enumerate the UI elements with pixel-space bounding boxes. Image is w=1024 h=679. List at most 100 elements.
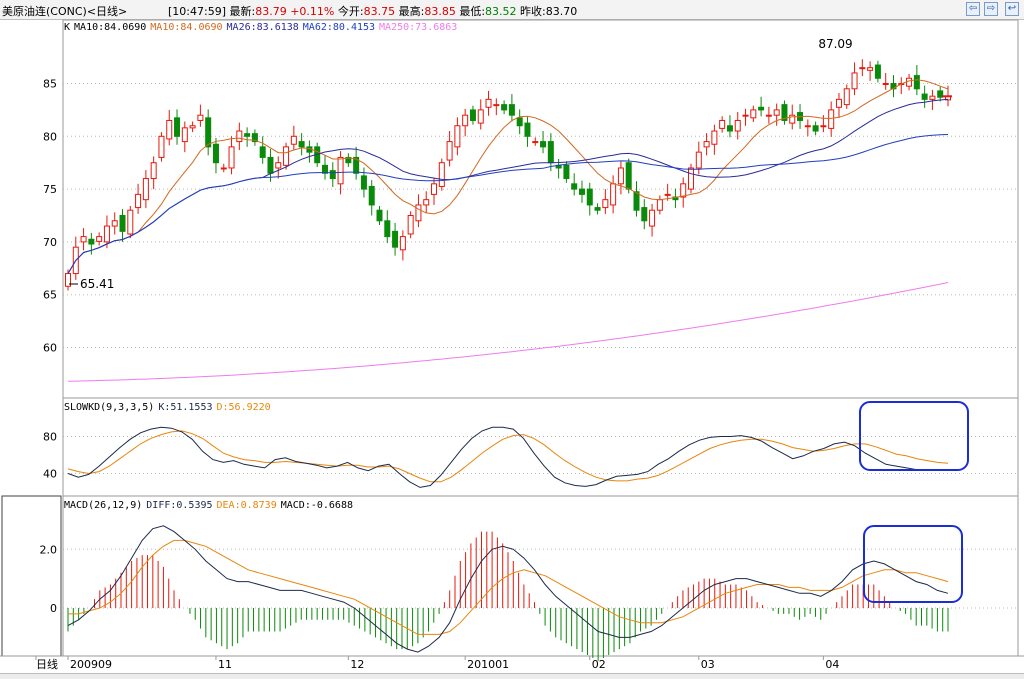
price-candle-body bbox=[843, 88, 850, 106]
price-candle-body bbox=[103, 225, 110, 243]
kline-legend-item: MA62:80.4153 bbox=[302, 22, 376, 33]
price-candle-body bbox=[212, 143, 219, 164]
price-candle-body bbox=[516, 117, 523, 127]
price-candle-body bbox=[532, 141, 539, 144]
price-candle-body bbox=[142, 178, 149, 201]
price-candle-body bbox=[181, 127, 188, 143]
price-candle-body bbox=[96, 236, 103, 242]
price-candle-body bbox=[882, 83, 889, 86]
return-icon[interactable]: ↩ bbox=[1005, 2, 1019, 16]
low-price: 83.52 bbox=[485, 5, 517, 18]
macd-highlight-box bbox=[863, 525, 963, 603]
price-candle-body bbox=[610, 183, 617, 206]
price-candle-body bbox=[111, 220, 118, 227]
prev-arrow-icon[interactable]: ⇦ bbox=[966, 2, 980, 16]
price-candle-body bbox=[617, 167, 624, 185]
price-candle-body bbox=[228, 146, 235, 169]
kd-legend-item: SLOWKD(9,3,3,5) bbox=[64, 402, 155, 413]
price-candle-body bbox=[337, 156, 344, 185]
price-candle-body bbox=[594, 207, 601, 211]
price-candle-body bbox=[407, 215, 414, 235]
price-candle-body bbox=[773, 109, 780, 116]
open-label: 今开: bbox=[337, 5, 364, 18]
price-candle-body bbox=[641, 207, 648, 222]
macd-legend-item: MACD(26,12,9) bbox=[64, 500, 143, 511]
price-candle-body bbox=[726, 125, 733, 132]
price-candle-body bbox=[189, 125, 196, 129]
price-tick-label: 80 bbox=[43, 130, 57, 143]
price-candle-body bbox=[812, 125, 819, 132]
price-candle-body bbox=[360, 175, 367, 190]
price-candle-body bbox=[353, 156, 360, 174]
price-candle-body bbox=[750, 109, 757, 119]
next-arrow-icon[interactable]: ⇨ bbox=[984, 2, 998, 16]
x-tick-label: 12 bbox=[350, 658, 364, 671]
price-candle-body bbox=[493, 104, 500, 107]
x-tick-label: 02 bbox=[592, 658, 606, 671]
kd-legend-item: K:51.1553 bbox=[158, 402, 213, 413]
kline-legend-item: MA250:73.6863 bbox=[379, 22, 458, 33]
kd-d-line bbox=[67, 430, 949, 483]
price-candle-body bbox=[571, 183, 578, 190]
macd-dea-line bbox=[68, 539, 949, 635]
kline-legend-item: MA26:83.6138 bbox=[226, 22, 299, 33]
x-tick-label: 03 bbox=[701, 658, 715, 671]
macd-tick-label: 2.0 bbox=[40, 543, 58, 556]
price-candle-body bbox=[431, 183, 438, 195]
price-candle-body bbox=[283, 146, 290, 166]
price-candle-body bbox=[703, 141, 710, 148]
price-annotation: 87.09 bbox=[818, 37, 852, 51]
ma62-line bbox=[67, 134, 949, 274]
price-candle-body bbox=[649, 209, 656, 227]
price-candle-body bbox=[828, 109, 835, 129]
high-label: 最高: bbox=[398, 5, 425, 18]
price-candle-body bbox=[267, 156, 274, 174]
price-candle-body bbox=[446, 141, 453, 161]
prev-close-price: 83.70 bbox=[545, 5, 578, 18]
price-candle-body bbox=[859, 67, 866, 70]
x-tick-label: 04 bbox=[825, 658, 839, 671]
change-percent: +0.11% bbox=[290, 5, 335, 18]
price-candle-body bbox=[368, 185, 375, 206]
status-bar bbox=[0, 673, 1024, 679]
price-candle-body bbox=[345, 156, 352, 164]
x-tick-label: 日线 bbox=[36, 657, 58, 671]
price-candle-body bbox=[259, 146, 266, 158]
price-candle-body bbox=[298, 141, 305, 148]
price-tick-label: 70 bbox=[43, 236, 57, 249]
price-candle-body bbox=[329, 170, 336, 180]
price-candle-body bbox=[477, 109, 484, 124]
price-candle-body bbox=[275, 162, 282, 169]
price-candle-body bbox=[540, 141, 547, 148]
macd-legend-item: MACD:-0.6688 bbox=[280, 500, 353, 511]
price-tick-label: 75 bbox=[43, 183, 57, 196]
price-candle-body bbox=[205, 117, 212, 148]
macd-diff-line bbox=[67, 525, 949, 653]
price-candle-body bbox=[563, 164, 570, 180]
price-candle-body bbox=[851, 72, 858, 90]
price-candle-body bbox=[80, 236, 87, 243]
price-tick-label: 65 bbox=[43, 289, 57, 302]
instrument-title: 美原油连(CONC)<日线> bbox=[2, 5, 128, 18]
quote-time: [10:47:59] bbox=[168, 5, 226, 18]
price-candle-body bbox=[835, 98, 842, 108]
price-tick-label: 85 bbox=[43, 78, 57, 91]
price-candle-body bbox=[220, 167, 227, 170]
kline-legend-item: MA10:84.0690 bbox=[150, 22, 223, 33]
price-candle-body bbox=[656, 199, 663, 211]
macd-legend-item: DIFF:0.5395 bbox=[146, 500, 213, 511]
price-candle-body bbox=[399, 236, 406, 251]
price-tick-label: 60 bbox=[43, 341, 57, 354]
macd-legend: MACD(26,12,9) DIFF:0.5395 DEA:0.8739 MACD:-… bbox=[64, 500, 357, 511]
price-candle-body bbox=[236, 130, 243, 143]
price-candle-body bbox=[921, 93, 928, 100]
price-candle-body bbox=[423, 199, 430, 206]
price-candle-body bbox=[438, 162, 445, 187]
price-candle-body bbox=[135, 193, 142, 209]
price-candle-body bbox=[197, 114, 204, 121]
price-candle-body bbox=[524, 122, 531, 137]
price-candle-body bbox=[742, 114, 749, 117]
price-candle-body bbox=[454, 125, 461, 148]
latest-price: 83.79 bbox=[255, 5, 287, 18]
